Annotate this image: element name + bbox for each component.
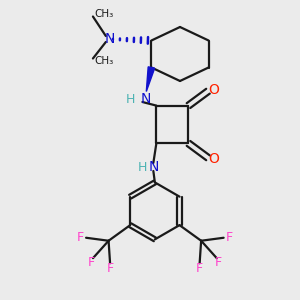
Text: N: N xyxy=(104,32,115,46)
Text: F: F xyxy=(215,256,222,269)
Text: F: F xyxy=(196,262,203,275)
Polygon shape xyxy=(146,67,154,92)
Text: F: F xyxy=(106,262,114,275)
Text: F: F xyxy=(226,231,233,244)
Text: CH₃: CH₃ xyxy=(94,56,114,66)
Text: N: N xyxy=(140,92,151,106)
Text: O: O xyxy=(208,83,219,97)
Text: O: O xyxy=(208,152,219,166)
Text: F: F xyxy=(88,256,95,269)
Text: H: H xyxy=(138,161,147,174)
Text: F: F xyxy=(76,231,84,244)
Text: N: N xyxy=(148,160,158,174)
Text: H: H xyxy=(125,92,135,106)
Text: CH₃: CH₃ xyxy=(94,9,114,19)
